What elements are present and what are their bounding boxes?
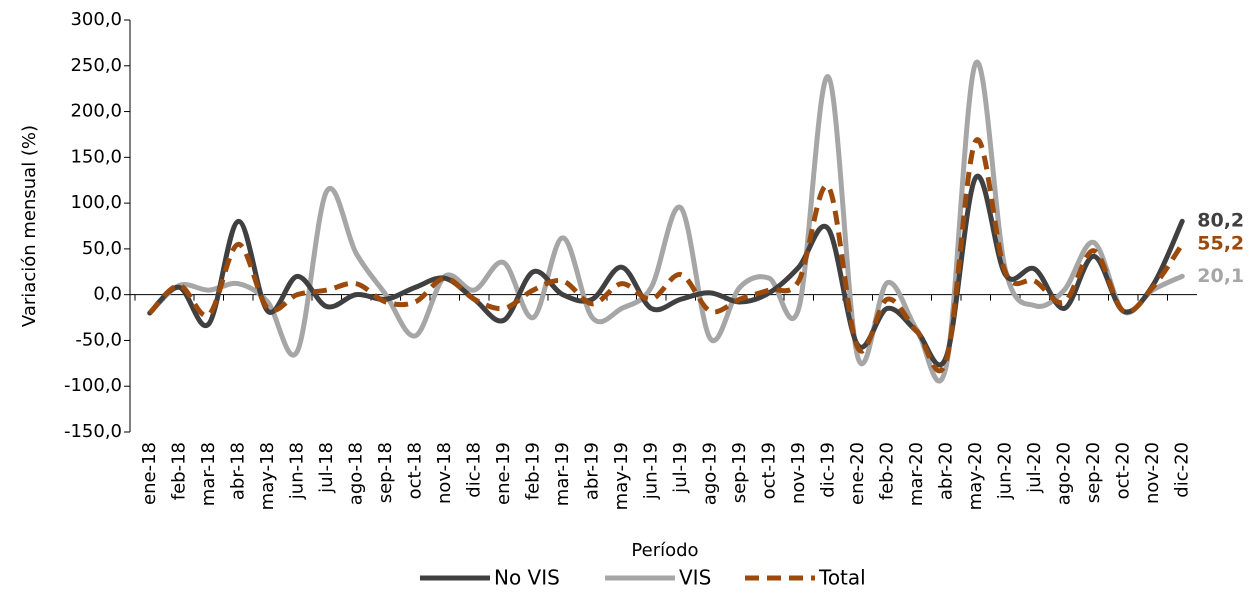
x-tick-label: dic-20 xyxy=(1171,442,1192,498)
x-tick-label: nov-18 xyxy=(434,442,455,504)
y-tick-label: 250,0 xyxy=(70,55,122,76)
x-tick-label: jul-20 xyxy=(1024,442,1045,494)
x-tick-label: jun-19 xyxy=(640,442,661,500)
x-tick-label: may-18 xyxy=(257,442,278,510)
y-tick-label: 0,0 xyxy=(93,284,122,305)
x-tick-label: oct-20 xyxy=(1112,442,1133,499)
x-tick-label: feb-20 xyxy=(876,442,897,500)
x-tick-label: sep-20 xyxy=(1083,442,1104,503)
x-tick-label: oct-18 xyxy=(404,442,425,499)
series-line xyxy=(147,137,1185,374)
x-tick-label: ago-18 xyxy=(345,442,366,505)
x-tick-label: sep-19 xyxy=(729,442,750,503)
x-tick-label: nov-20 xyxy=(1142,442,1163,504)
y-axis-title: Variación mensual (%) xyxy=(19,125,40,327)
legend-label: VIS xyxy=(679,566,711,590)
x-tick-label: dic-19 xyxy=(817,442,838,498)
x-tick-label: ago-19 xyxy=(699,442,720,505)
x-tick-label: ene-19 xyxy=(493,442,514,505)
y-tick-label: -150,0 xyxy=(64,421,122,442)
series-line xyxy=(147,173,1185,368)
y-tick-label: 300,0 xyxy=(70,9,122,30)
y-tick-label: 100,0 xyxy=(70,192,122,213)
y-tick-label: 50,0 xyxy=(82,238,122,259)
x-tick-label: nov-19 xyxy=(788,442,809,504)
x-tick-label: feb-19 xyxy=(522,442,543,500)
series-line xyxy=(147,59,1185,384)
y-tick-label: 150,0 xyxy=(70,146,122,167)
x-tick-label: mar-19 xyxy=(552,442,573,506)
x-tick-label: ene-18 xyxy=(139,442,160,505)
x-tick-label: dic-18 xyxy=(463,442,484,498)
x-tick-label: jun-18 xyxy=(286,442,307,500)
y-tick-label: -100,0 xyxy=(64,375,122,396)
x-tick-label: jul-19 xyxy=(670,442,691,494)
x-tick-label: oct-19 xyxy=(758,442,779,499)
x-tick-label: jul-18 xyxy=(316,442,337,494)
x-tick-label: abr-18 xyxy=(227,442,248,500)
x-axis-title: Período xyxy=(631,540,698,561)
x-tick-label: mar-18 xyxy=(198,442,219,506)
end-value-label: 55,2 xyxy=(1197,233,1244,255)
legend-label: No VIS xyxy=(494,566,560,590)
end-value-label: 20,1 xyxy=(1197,265,1244,287)
y-tick-label: 200,0 xyxy=(70,101,122,122)
x-tick-label: abr-20 xyxy=(935,442,956,500)
legend-label: Total xyxy=(818,566,866,590)
x-tick-label: feb-18 xyxy=(168,442,189,500)
x-tick-label: abr-19 xyxy=(581,442,602,500)
x-tick-label: ene-20 xyxy=(847,442,868,505)
x-tick-label: sep-18 xyxy=(375,442,396,503)
x-tick-label: may-20 xyxy=(965,442,986,510)
x-tick-label: jun-20 xyxy=(994,442,1015,500)
y-tick-label: -50,0 xyxy=(75,329,122,350)
x-tick-label: mar-20 xyxy=(906,442,927,506)
x-tick-label: may-19 xyxy=(611,442,632,510)
x-tick-label: ago-20 xyxy=(1053,442,1074,505)
end-value-label: 80,2 xyxy=(1197,210,1244,232)
